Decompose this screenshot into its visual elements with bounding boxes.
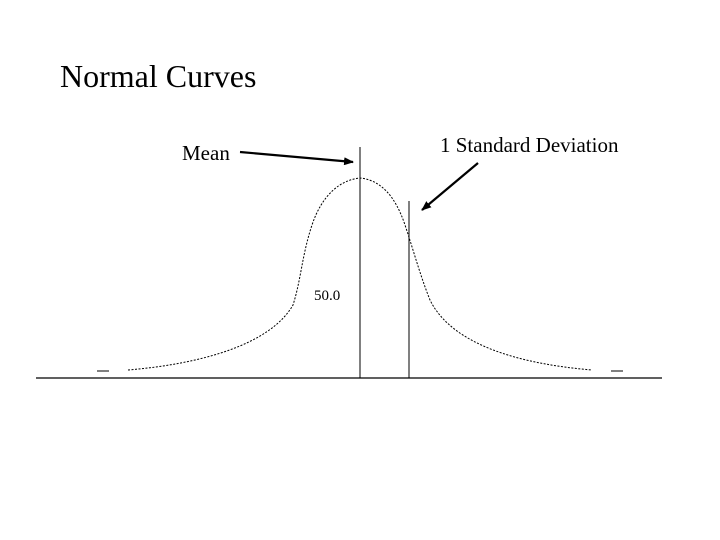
mean-value-label: 50.0: [314, 288, 341, 304]
std-dev-label: 1 Standard Deviation: [440, 133, 619, 157]
slide-title: Normal Curves: [60, 58, 257, 94]
std-dev-arrow: [421, 162, 479, 211]
mean-arrow: [239, 150, 354, 166]
mean-label: Mean: [182, 141, 230, 165]
